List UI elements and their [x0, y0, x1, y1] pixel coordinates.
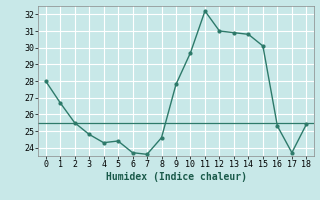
- X-axis label: Humidex (Indice chaleur): Humidex (Indice chaleur): [106, 172, 246, 182]
